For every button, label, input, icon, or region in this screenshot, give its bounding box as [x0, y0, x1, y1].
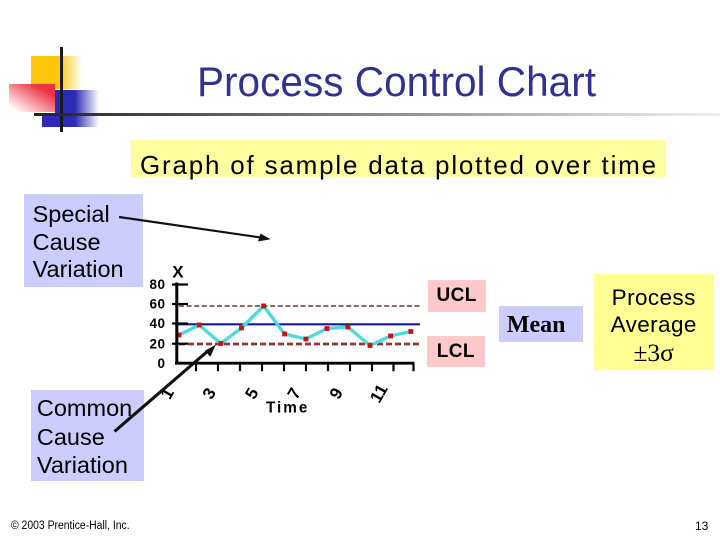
svg-text:5: 5 — [241, 385, 262, 403]
svg-text:Time: Time — [266, 399, 309, 416]
svg-text:0: 0 — [157, 356, 165, 371]
svg-text:40: 40 — [149, 316, 165, 331]
svg-text:60: 60 — [149, 297, 165, 312]
svg-text:11: 11 — [366, 381, 391, 406]
svg-text:X: X — [172, 262, 184, 281]
svg-text:80: 80 — [149, 277, 165, 292]
svg-text:9: 9 — [326, 385, 347, 403]
svg-text:20: 20 — [149, 336, 165, 351]
svg-text:3: 3 — [199, 385, 220, 403]
